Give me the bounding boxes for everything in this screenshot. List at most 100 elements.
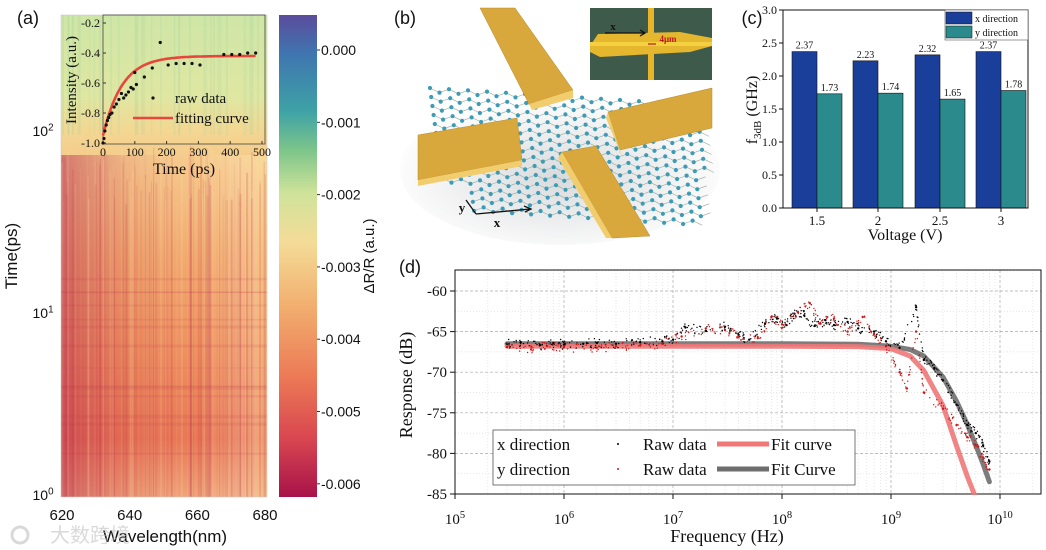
panel-label-d: (d) <box>399 257 421 277</box>
heatmap-stripe <box>112 166 115 497</box>
inset-x-tick-label: 400 <box>221 145 239 159</box>
x-axis-label: Frequency (Hz) <box>670 526 783 547</box>
raw-data-point <box>921 377 923 380</box>
heatmap-stripe <box>150 195 152 497</box>
raw-data-point <box>770 317 772 319</box>
lattice-atom <box>449 180 454 185</box>
raw-data-point <box>806 307 809 310</box>
raw-data-point <box>962 417 964 420</box>
lattice-atom <box>552 174 557 179</box>
heatmap-stripe <box>67 178 69 497</box>
raw-data-point <box>760 325 762 327</box>
x-tick-label: 105 <box>445 510 465 528</box>
raw-data-point <box>742 338 744 340</box>
lattice-atom <box>591 118 597 123</box>
lattice-atom <box>629 187 635 193</box>
heatmap-stripe <box>178 15 180 135</box>
lattice-atom <box>642 144 648 149</box>
raw-data-point <box>785 324 787 326</box>
lattice-atom <box>634 156 639 161</box>
raw-data-point <box>874 335 876 337</box>
tick-exponent: 2 <box>48 122 53 133</box>
raw-data-point <box>797 312 799 314</box>
raw-data-point <box>611 341 613 343</box>
lattice-atom <box>437 90 442 95</box>
inset-raw-point <box>103 129 107 133</box>
raw-data-point <box>986 456 989 458</box>
heatmap-band <box>61 291 267 294</box>
lattice-atom <box>564 196 569 201</box>
heatmap-band <box>61 385 267 388</box>
y-tick-label: -80 <box>427 446 447 462</box>
lattice-atom <box>546 129 551 134</box>
lattice-atom <box>450 114 455 119</box>
raw-data-point <box>639 343 642 345</box>
lattice-atom <box>518 131 523 136</box>
lattice-atom <box>663 154 668 159</box>
bar-y-direction <box>877 92 904 209</box>
raw-data-point <box>594 341 597 343</box>
colorbar-tick-label: -0.003 <box>321 259 361 275</box>
raw-data-point <box>508 345 511 348</box>
raw-data-point <box>832 313 834 316</box>
raw-data-point <box>964 422 966 425</box>
raw-data-point <box>913 315 915 318</box>
heatmap-stripe <box>194 182 196 497</box>
x-axis-label: Voltage (V) <box>868 227 943 244</box>
y-tick-label: 3.0 <box>762 3 777 17</box>
raw-data-point <box>737 333 740 336</box>
raw-data-point <box>978 436 980 439</box>
lattice-atom <box>527 127 532 133</box>
inset-x-tick-label: 200 <box>158 145 176 159</box>
lattice-atom <box>640 201 645 206</box>
lattice-atom <box>688 133 693 138</box>
heatmap-stripe <box>252 15 254 135</box>
heatmap-stripe <box>153 147 155 498</box>
raw-data-point <box>970 427 973 429</box>
raw-data-point <box>908 373 911 376</box>
heatmap-band <box>61 414 267 419</box>
raw-data-point <box>760 337 762 339</box>
raw-data-point <box>560 338 562 341</box>
raw-data-point <box>597 341 599 343</box>
raw-data-point <box>875 334 877 337</box>
raw-data-point <box>903 338 906 340</box>
lattice-atom <box>488 116 493 121</box>
raw-data-point <box>612 344 614 346</box>
raw-data-point <box>933 363 935 366</box>
heatmap-stripe <box>205 180 208 497</box>
lattice-atom <box>494 94 499 99</box>
bar-y-direction <box>816 93 843 209</box>
raw-data-point <box>933 367 936 369</box>
inset-raw-point <box>105 118 110 123</box>
lattice-atom <box>608 101 613 106</box>
heatmap-stripe <box>155 183 158 497</box>
lattice-atom <box>604 141 610 146</box>
raw-data-point <box>830 314 833 316</box>
raw-data-point <box>863 327 865 329</box>
legend-raw-label: Raw data <box>643 435 707 454</box>
raw-data-point <box>542 346 545 349</box>
raw-data-point <box>743 337 745 339</box>
raw-data-point <box>929 359 932 362</box>
bar-value-label: 2.32 <box>919 44 937 55</box>
raw-data-point <box>800 316 803 318</box>
raw-data-point <box>728 335 730 337</box>
heatmap-stripe <box>234 163 236 497</box>
lattice-atom <box>458 109 463 114</box>
bar-x-direction <box>791 51 818 209</box>
raw-data-point <box>813 325 815 327</box>
raw-data-point <box>917 320 919 322</box>
raw-data-point <box>564 344 566 346</box>
lattice-atom <box>537 199 542 205</box>
raw-data-point <box>773 322 776 324</box>
x-tick-label: 2.5 <box>932 213 948 228</box>
raw-data-point <box>809 325 812 328</box>
lattice-atom <box>520 149 525 154</box>
lattice-atom <box>616 164 622 169</box>
legend-fit-label: Fit Curve <box>771 460 836 479</box>
raw-data-point <box>961 431 963 433</box>
raw-data-point <box>918 324 920 326</box>
raw-data-point <box>571 340 573 342</box>
lattice-atom <box>506 184 511 189</box>
